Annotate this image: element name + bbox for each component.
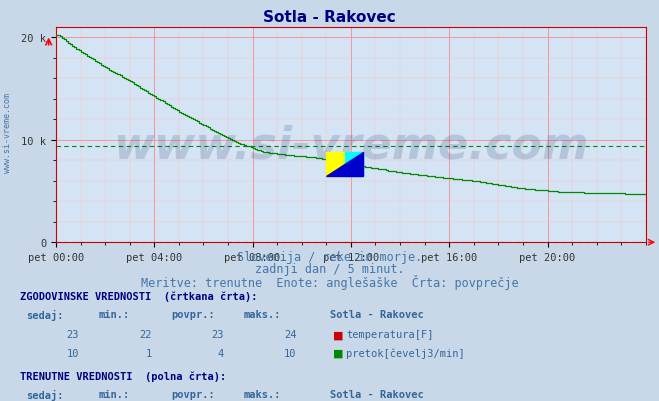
Text: maks.:: maks.:: [244, 310, 281, 320]
Text: pretok[čevelj3/min]: pretok[čevelj3/min]: [346, 348, 465, 358]
Text: ■: ■: [333, 329, 343, 339]
Text: Meritve: trenutne  Enote: anglešaške  Črta: povprečje: Meritve: trenutne Enote: anglešaške Črta…: [140, 275, 519, 290]
Text: 1: 1: [146, 348, 152, 358]
Text: Sotla - Rakovec: Sotla - Rakovec: [330, 310, 423, 320]
Text: temperatura[F]: temperatura[F]: [346, 329, 434, 339]
Bar: [345, 153, 363, 176]
Text: ■: ■: [333, 348, 343, 358]
Text: min.:: min.:: [99, 389, 130, 399]
Text: Slovenija / reke in morje.: Slovenija / reke in morje.: [237, 251, 422, 263]
Text: sedaj:: sedaj:: [26, 310, 64, 320]
Text: maks.:: maks.:: [244, 389, 281, 399]
Text: 22: 22: [139, 329, 152, 339]
Text: www.si-vreme.com: www.si-vreme.com: [3, 92, 13, 172]
Text: sedaj:: sedaj:: [26, 389, 64, 400]
Text: 10: 10: [284, 348, 297, 358]
Text: 10: 10: [67, 348, 79, 358]
Text: Sotla - Rakovec: Sotla - Rakovec: [263, 10, 396, 25]
Text: 4: 4: [218, 348, 224, 358]
Text: povpr.:: povpr.:: [171, 310, 215, 320]
Text: 23: 23: [212, 329, 224, 339]
Text: www.si-vreme.com: www.si-vreme.com: [113, 125, 588, 168]
Text: 23: 23: [67, 329, 79, 339]
Text: 24: 24: [284, 329, 297, 339]
Text: zadnji dan / 5 minut.: zadnji dan / 5 minut.: [254, 263, 405, 275]
Text: min.:: min.:: [99, 310, 130, 320]
Polygon shape: [326, 153, 363, 176]
Text: povpr.:: povpr.:: [171, 389, 215, 399]
Bar: [326, 153, 345, 176]
Text: ZGODOVINSKE VREDNOSTI  (črtkana črta):: ZGODOVINSKE VREDNOSTI (črtkana črta):: [20, 291, 257, 301]
Text: TRENUTNE VREDNOSTI  (polna črta):: TRENUTNE VREDNOSTI (polna črta):: [20, 370, 226, 381]
Text: Sotla - Rakovec: Sotla - Rakovec: [330, 389, 423, 399]
